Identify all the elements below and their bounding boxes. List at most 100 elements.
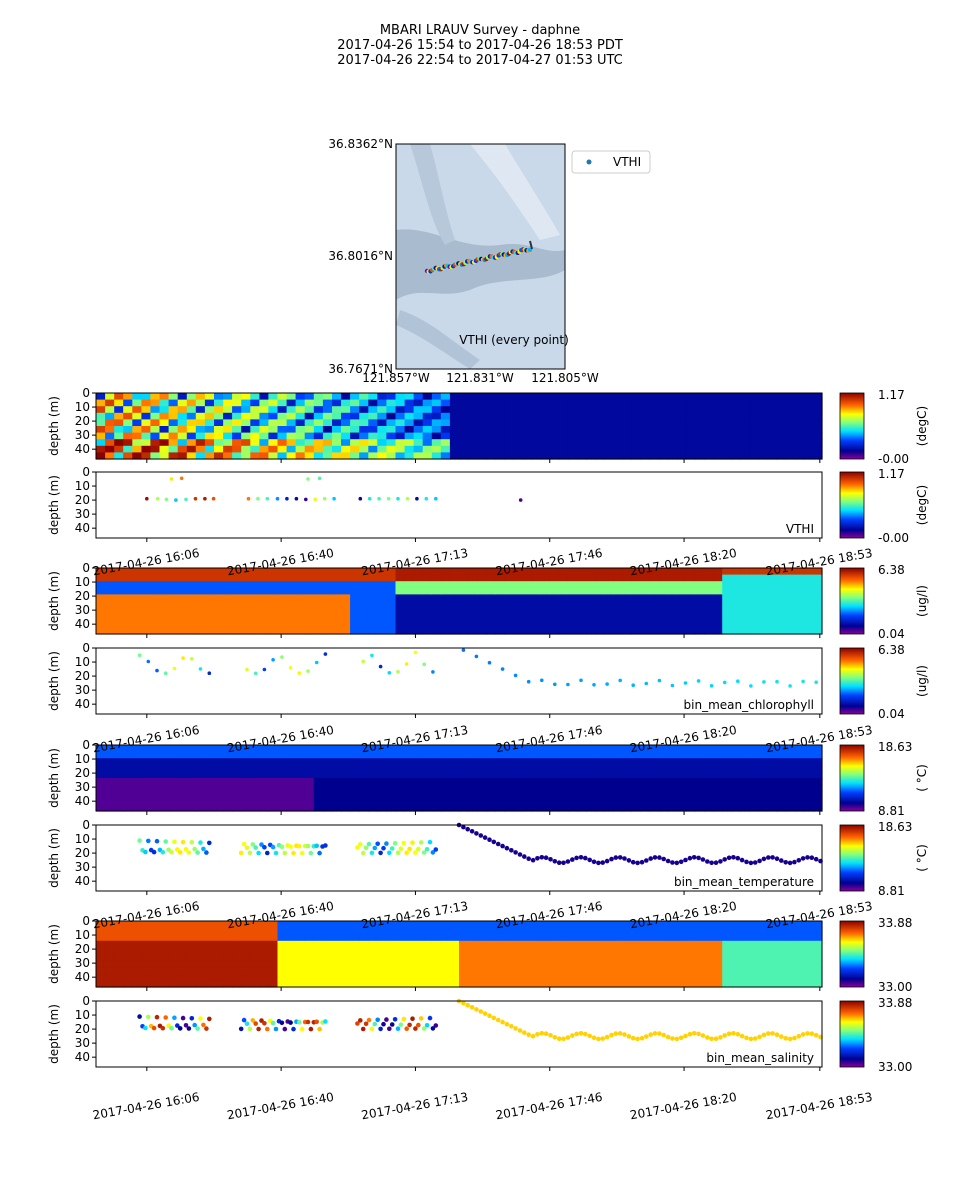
heatmap-cell <box>359 927 369 935</box>
heatmap-cell <box>250 980 260 988</box>
heatmap-cell <box>459 426 469 434</box>
heatmap-cell <box>404 934 415 942</box>
heatmap-cell <box>96 921 106 929</box>
heatmap-cell <box>731 426 741 434</box>
heatmap-cell <box>640 927 651 935</box>
heatmap-cell <box>350 973 360 981</box>
heatmap-cell <box>204 452 215 460</box>
heatmap-cell <box>622 426 633 434</box>
heatmap-cell <box>123 594 133 602</box>
heatmap-cell <box>359 601 369 609</box>
colorbar <box>839 920 865 988</box>
heatmap-cell <box>649 627 660 635</box>
heatmap-cell <box>722 980 732 988</box>
heatmap-cell <box>758 771 769 779</box>
heatmap-cell <box>676 393 687 401</box>
heatmap-cell <box>141 927 152 935</box>
data-point <box>183 1023 189 1028</box>
data-point <box>687 855 693 861</box>
heatmap-cell <box>667 419 678 427</box>
heatmap-cell <box>685 393 696 401</box>
heatmap-cell <box>259 419 270 427</box>
heatmap-cell <box>622 797 633 805</box>
heatmap-cell <box>322 406 333 414</box>
heatmap-cell <box>767 419 778 427</box>
heatmap-cell <box>558 412 569 420</box>
data-point <box>622 1032 627 1037</box>
heatmap-cell <box>785 445 796 453</box>
heatmap-cell <box>640 601 651 609</box>
heatmap-cell <box>422 393 433 401</box>
heatmap-cell <box>522 804 533 812</box>
data-point <box>410 1016 415 1021</box>
heatmap-cell <box>186 581 197 589</box>
data-point <box>526 679 531 684</box>
heatmap-cell <box>304 973 315 981</box>
heatmap-cell <box>785 784 796 792</box>
heatmap-cell <box>613 399 623 407</box>
heatmap-cell <box>776 758 787 766</box>
heatmap-cell <box>150 980 161 988</box>
heatmap-cell <box>785 601 796 609</box>
heatmap-cell <box>504 594 515 602</box>
data-point <box>273 1026 279 1032</box>
heatmap-cell <box>350 399 360 407</box>
data-point <box>288 1020 293 1025</box>
heatmap-cell <box>223 791 233 799</box>
data-point <box>465 1002 471 1008</box>
heatmap-cell <box>449 967 460 975</box>
heatmap-cell <box>186 412 197 420</box>
heatmap-cell <box>685 967 696 975</box>
data-point <box>787 860 793 866</box>
heatmap-cell <box>531 784 542 792</box>
heatmap-cell <box>640 432 651 440</box>
heatmap-cell <box>223 973 233 981</box>
heatmap-cell <box>704 797 714 805</box>
heatmap-cell <box>558 568 569 576</box>
heatmap-cell <box>286 791 297 799</box>
heatmap-cell <box>350 934 360 942</box>
heatmap-cell <box>286 399 297 407</box>
heatmap-cell <box>132 771 142 779</box>
heatmap-cell <box>295 921 306 929</box>
heatmap-cell <box>731 751 741 759</box>
heatmap-cell <box>486 973 496 981</box>
heatmap-cell <box>395 594 406 602</box>
heatmap-cell <box>794 581 805 589</box>
heatmap-cell <box>404 791 415 799</box>
heatmap-cell <box>477 940 487 948</box>
heatmap-cell <box>332 452 342 460</box>
heatmap-cell <box>413 745 424 753</box>
data-point <box>774 1032 780 1037</box>
heatmap-cell <box>676 967 687 975</box>
heatmap-cell <box>295 439 306 447</box>
heatmap-cell <box>377 594 387 602</box>
heatmap-cell <box>268 778 279 786</box>
heatmap-cell <box>658 614 669 622</box>
heatmap-cell <box>259 940 270 948</box>
heatmap-cell <box>114 445 124 453</box>
data-point <box>770 855 775 860</box>
heatmap-cell <box>259 406 270 414</box>
heatmap-cell <box>495 758 505 766</box>
heatmap-cell <box>640 764 651 772</box>
heatmap-cell <box>168 399 179 407</box>
heatmap-cell <box>540 426 551 434</box>
heatmap-cell <box>477 954 487 962</box>
depth-tick-label: 10 <box>75 752 90 766</box>
heatmap-cell <box>558 967 569 975</box>
heatmap-cell <box>123 452 133 460</box>
heatmap-cell <box>368 751 378 759</box>
heatmap-cell <box>123 412 133 420</box>
heatmap-cell <box>740 771 750 779</box>
heatmap-cell <box>286 745 297 753</box>
heatmap-cell <box>540 947 551 955</box>
heatmap-cell <box>250 445 260 453</box>
heatmap-cell <box>812 452 823 460</box>
heatmap-cell <box>377 758 387 766</box>
heatmap-cell <box>504 784 515 792</box>
heatmap-cell <box>96 614 106 622</box>
heatmap-cell <box>341 784 351 792</box>
heatmap-cell <box>631 627 642 635</box>
heatmap-cell <box>404 439 415 447</box>
